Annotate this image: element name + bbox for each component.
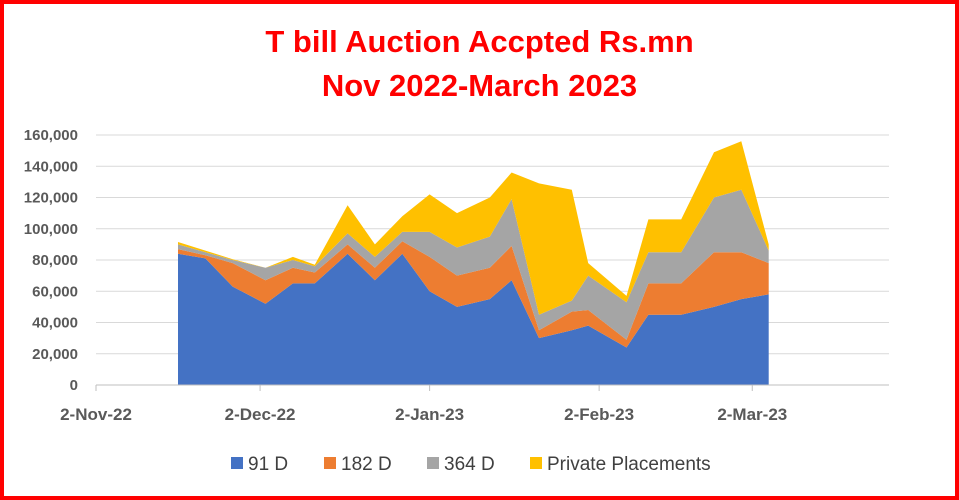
legend-label: 91 D — [248, 454, 288, 475]
x-tick-label: 2-Feb-23 — [564, 405, 634, 424]
chart-title: T bill Auction Accpted Rs.mn — [265, 24, 694, 59]
y-tick-label: 60,000 — [32, 283, 78, 300]
legend-label: Private Placements — [547, 454, 711, 475]
legend: 91 D 182 D 364 D Private Placements — [231, 454, 711, 475]
legend-swatch — [231, 457, 243, 469]
y-tick-label: 40,000 — [32, 315, 78, 332]
y-tick-label: 160,000 — [24, 127, 78, 144]
legend-label: 182 D — [341, 454, 392, 475]
y-tick-label: 80,000 — [32, 252, 78, 269]
area-series-364-d — [178, 189, 769, 340]
y-axis: 0 20,000 40,000 60,000 80,000 100,000 120,000 1… — [24, 127, 78, 394]
y-tick-label: 20,000 — [32, 346, 78, 363]
y-tick-label: 120,000 — [24, 190, 78, 207]
area-series-182-d — [178, 241, 769, 348]
legend-swatch — [324, 457, 336, 469]
x-tick-label: 2-Dec-22 — [225, 405, 296, 424]
area-series-group — [178, 141, 769, 385]
area-series-91-d — [178, 253, 769, 385]
x-tick-label: 2-Jan-23 — [395, 405, 464, 424]
x-tick-label: 2-Nov-22 — [60, 405, 132, 424]
y-tick-label: 100,000 — [24, 221, 78, 238]
legend-label: 364 D — [444, 454, 495, 475]
x-axis: 2-Nov-22 2-Dec-22 2-Jan-23 2-Feb-23 2-Mar-23 — [60, 384, 889, 424]
legend-swatch — [530, 457, 542, 469]
y-tick-label: 140,000 — [24, 158, 78, 175]
y-tick-label: 0 — [70, 377, 78, 394]
x-tick-label: 2-Mar-23 — [717, 405, 787, 424]
chart-subtitle: Nov 2022-March 2023 — [321, 68, 638, 103]
legend-swatch — [427, 457, 439, 469]
area-series-private-placements — [178, 141, 769, 315]
